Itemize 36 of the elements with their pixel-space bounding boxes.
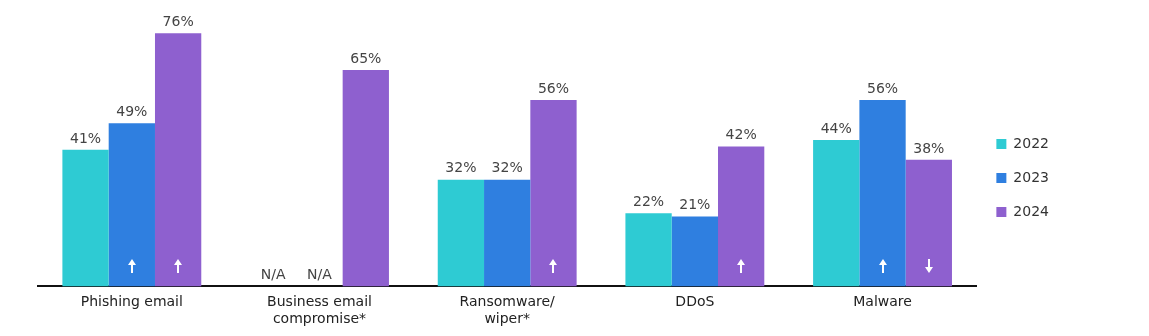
x-tick-label: Phishing email [80, 293, 183, 310]
data-label: 56% [866, 79, 899, 96]
data-label: 32% [445, 159, 477, 176]
bar [718, 146, 765, 287]
data-label: 22% [633, 192, 665, 209]
text: N/A [307, 266, 332, 283]
x-tick-label: Ransomware/wiper* [459, 293, 556, 327]
data-label: 21% [679, 196, 711, 213]
bar [813, 139, 860, 287]
bar [625, 213, 672, 287]
data-label: 56% [537, 79, 570, 96]
bar [671, 216, 719, 287]
data-label: 41% [69, 129, 102, 146]
text: N/A [260, 266, 286, 283]
data-label: 49% [116, 102, 148, 119]
bar [859, 99, 906, 287]
bar [108, 123, 155, 287]
x-tick-label: Malware [853, 293, 912, 310]
data-label: 44% [820, 119, 852, 136]
data-label: 32% [491, 159, 523, 176]
data-label: 65% [350, 49, 382, 66]
bar [342, 69, 389, 287]
bar [484, 179, 531, 287]
legend-label: 2024 [1013, 202, 1050, 219]
legend-label: 2022 [1013, 134, 1050, 151]
data-label: 76% [162, 12, 194, 29]
x-tick-label: Business email compromise* [267, 293, 372, 327]
data-label: 38% [913, 139, 945, 156]
bar [530, 99, 577, 287]
data-label: 42% [725, 126, 757, 143]
x-tick-label: DDoS [675, 293, 715, 310]
bar [905, 159, 952, 287]
bar [437, 179, 485, 287]
legend-label: 2023 [1013, 168, 1050, 185]
bar [154, 33, 202, 287]
bar [62, 149, 109, 287]
